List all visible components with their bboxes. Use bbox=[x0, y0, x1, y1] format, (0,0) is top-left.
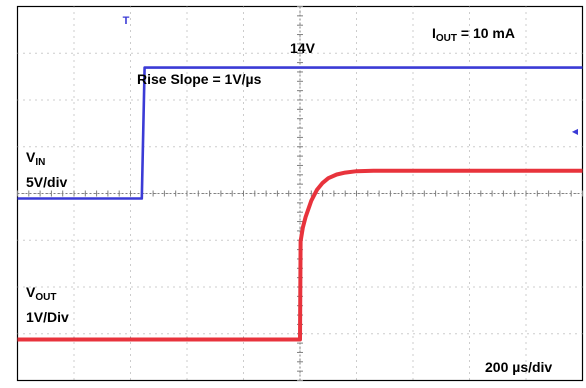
vin-peak-label: 14V bbox=[290, 40, 315, 56]
vout-subscript: OUT bbox=[35, 292, 57, 303]
trace-vin bbox=[17, 66, 583, 200]
vin-scale-label: 5V/div bbox=[26, 174, 68, 190]
vin-channel-label: VIN bbox=[26, 149, 45, 168]
vout-scale-label: 1V/Div bbox=[26, 309, 69, 325]
traces bbox=[17, 66, 583, 342]
iout-condition: IOUT = 10 mA bbox=[432, 25, 515, 44]
trace-vout bbox=[17, 168, 583, 342]
iout-subscript: OUT bbox=[435, 33, 457, 44]
vout-symbol: V bbox=[26, 284, 36, 300]
iout-symbol: I bbox=[432, 25, 436, 41]
markers: T◀ bbox=[123, 15, 579, 136]
iout-value: = 10 mA bbox=[457, 25, 515, 41]
vin-subscript: IN bbox=[35, 157, 46, 168]
vin-symbol: V bbox=[26, 149, 36, 165]
rise-slope-label: Rise Slope = 1V/µs bbox=[137, 71, 262, 87]
timebase-label: 200 µs/div bbox=[485, 359, 553, 375]
trigger-level-marker: ◀ bbox=[572, 127, 579, 136]
trigger-position-marker: T bbox=[123, 15, 130, 27]
vout-channel-label: VOUT bbox=[26, 284, 56, 303]
